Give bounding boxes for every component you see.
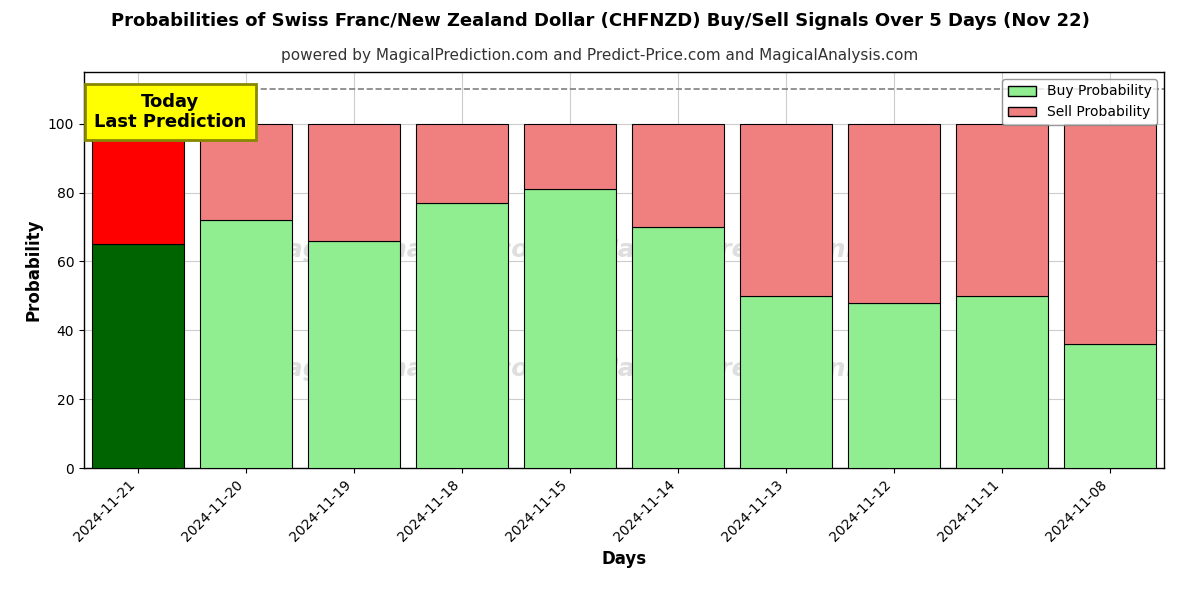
Bar [92,124,184,244]
Y-axis label: Probability: Probability [24,219,42,321]
Bar [416,203,508,468]
X-axis label: Days: Days [601,550,647,568]
Legend: Buy Probability, Sell Probability: Buy Probability, Sell Probability [1002,79,1157,125]
Bar [740,296,832,468]
Text: MagicalPrediction.com: MagicalPrediction.com [594,357,913,381]
Bar [848,124,940,303]
Bar [92,244,184,468]
Bar [956,296,1048,468]
Bar [416,124,508,203]
Text: MagicalAnalysis.com: MagicalAnalysis.com [262,238,554,262]
Bar [956,124,1048,296]
Text: MagicalAnalysis.com: MagicalAnalysis.com [262,357,554,381]
Text: Probabilities of Swiss Franc/New Zealand Dollar (CHFNZD) Buy/Sell Signals Over 5: Probabilities of Swiss Franc/New Zealand… [110,12,1090,30]
Bar [524,124,616,189]
Bar [740,124,832,296]
Bar [848,303,940,468]
Bar [524,189,616,468]
Text: Today
Last Prediction: Today Last Prediction [95,92,246,131]
Bar [200,220,292,468]
Bar [1064,124,1156,344]
Text: powered by MagicalPrediction.com and Predict-Price.com and MagicalAnalysis.com: powered by MagicalPrediction.com and Pre… [281,48,919,63]
Bar [632,227,724,468]
Bar [632,124,724,227]
Bar [1064,344,1156,468]
Text: MagicalPrediction.com: MagicalPrediction.com [594,238,913,262]
Bar [308,124,400,241]
Bar [200,124,292,220]
Bar [308,241,400,468]
